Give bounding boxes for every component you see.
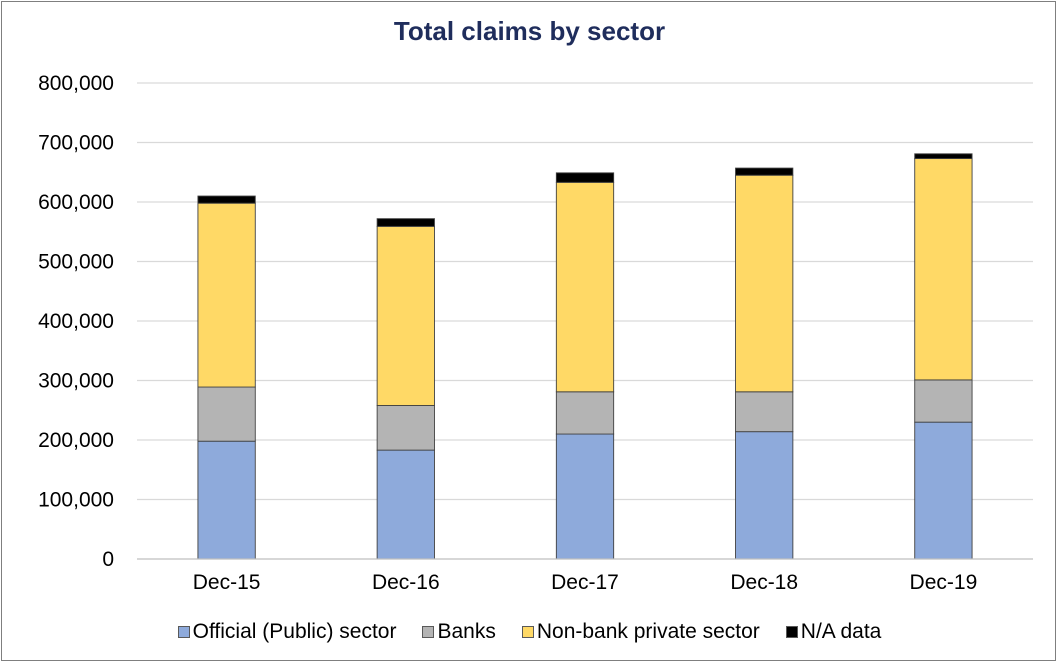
bar-segment <box>555 391 615 435</box>
y-tick-label: 400,000 <box>38 310 114 333</box>
x-tick-label: Dec-15 <box>193 571 261 594</box>
bar-segment <box>376 218 435 227</box>
x-tick-label: Dec-17 <box>551 571 619 594</box>
y-tick-label: 500,000 <box>38 251 114 274</box>
bar-segment <box>735 391 794 433</box>
y-tick-label: 700,000 <box>38 132 114 155</box>
legend-item: N/A data <box>785 620 882 644</box>
chart-title: Total claims by sector <box>393 16 666 46</box>
y-tick-label: 100,000 <box>38 489 114 512</box>
x-tick-label: Dec-16 <box>372 571 440 594</box>
bar-segment <box>914 379 973 423</box>
legend-label: Non-bank private sector <box>536 620 760 643</box>
y-tick-label: 0 <box>102 548 114 571</box>
legend-swatch <box>521 626 534 638</box>
y-tick-label: 600,000 <box>38 191 114 214</box>
bar-segment <box>555 181 615 393</box>
bar-segment <box>914 153 973 160</box>
legend-item: Official (Public) sector <box>177 620 397 644</box>
legend-swatch <box>785 626 798 638</box>
bar-segment <box>376 225 435 406</box>
x-tick-label: Dec-19 <box>910 571 978 594</box>
bar-segment <box>914 158 973 381</box>
legend-label: Official (Public) sector <box>192 620 397 643</box>
legend-item: Banks <box>422 620 496 644</box>
bar-segment <box>555 433 615 560</box>
x-tick-label: Dec-18 <box>730 571 798 594</box>
bar-segment <box>376 449 435 560</box>
y-tick-label: 800,000 <box>38 72 114 95</box>
legend-swatch <box>177 626 190 638</box>
bar-segment <box>197 202 256 388</box>
y-tick-label: 300,000 <box>38 370 114 393</box>
bars <box>197 153 973 560</box>
legend-label: Banks <box>437 620 496 643</box>
bar-segment <box>555 172 615 183</box>
bar-segment <box>735 167 794 176</box>
y-tick-label: 200,000 <box>38 429 114 452</box>
bar-segment <box>197 440 256 560</box>
bar-segment <box>197 386 256 442</box>
legend: Official (Public) sector Banks Non-bank pr… <box>0 617 1059 647</box>
bar-segment <box>376 405 435 451</box>
bar-segment <box>197 195 256 204</box>
legend-item: Non-bank private sector <box>521 620 760 644</box>
legend-label: N/A data <box>800 620 882 643</box>
legend-swatch <box>422 626 435 638</box>
bar-segment <box>735 174 794 393</box>
tick-labels: 0 100,000 200,000 300,000 400,000 500,000 600,… <box>38 72 977 594</box>
bar-segment <box>914 421 973 560</box>
bar-segment <box>735 431 794 560</box>
